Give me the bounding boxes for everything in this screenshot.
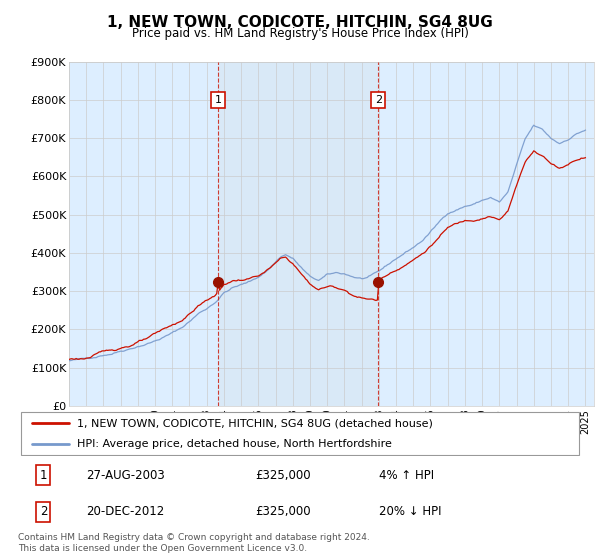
Text: 27-AUG-2003: 27-AUG-2003 xyxy=(86,469,164,482)
Text: HPI: Average price, detached house, North Hertfordshire: HPI: Average price, detached house, Nort… xyxy=(77,439,392,449)
Text: 1, NEW TOWN, CODICOTE, HITCHIN, SG4 8UG: 1, NEW TOWN, CODICOTE, HITCHIN, SG4 8UG xyxy=(107,15,493,30)
Text: 4% ↑ HPI: 4% ↑ HPI xyxy=(379,469,434,482)
Text: 20% ↓ HPI: 20% ↓ HPI xyxy=(379,505,442,518)
Text: 2: 2 xyxy=(40,505,47,518)
Text: £325,000: £325,000 xyxy=(255,505,311,518)
Text: 1: 1 xyxy=(40,469,47,482)
Text: 2: 2 xyxy=(375,95,382,105)
Text: £325,000: £325,000 xyxy=(255,469,311,482)
Text: 20-DEC-2012: 20-DEC-2012 xyxy=(86,505,164,518)
Text: Price paid vs. HM Land Registry's House Price Index (HPI): Price paid vs. HM Land Registry's House … xyxy=(131,27,469,40)
FancyBboxPatch shape xyxy=(21,412,579,455)
Text: Contains HM Land Registry data © Crown copyright and database right 2024.
This d: Contains HM Land Registry data © Crown c… xyxy=(18,533,370,553)
Text: 1: 1 xyxy=(214,95,221,105)
Text: 1, NEW TOWN, CODICOTE, HITCHIN, SG4 8UG (detached house): 1, NEW TOWN, CODICOTE, HITCHIN, SG4 8UG … xyxy=(77,418,433,428)
Bar xyxy=(218,62,379,406)
